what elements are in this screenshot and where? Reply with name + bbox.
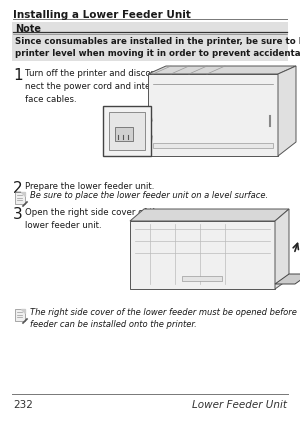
Text: 3: 3 [13, 207, 23, 222]
Polygon shape [275, 274, 300, 284]
FancyBboxPatch shape [12, 23, 288, 62]
Text: Note: Note [15, 24, 41, 34]
Text: Prepare the lower feeder unit.: Prepare the lower feeder unit. [25, 181, 154, 190]
FancyBboxPatch shape [103, 107, 151, 157]
Text: Since consumables are installed in the printer, be sure to keep the
printer leve: Since consumables are installed in the p… [15, 37, 300, 58]
FancyBboxPatch shape [109, 113, 145, 151]
FancyBboxPatch shape [115, 128, 133, 142]
Text: 2: 2 [13, 181, 22, 196]
Polygon shape [21, 193, 25, 196]
Text: The right side cover of the lower feeder must be opened before the
feeder can be: The right side cover of the lower feeder… [30, 307, 300, 329]
Text: Open the right side cover of the
lower feeder unit.: Open the right side cover of the lower f… [25, 207, 164, 229]
Text: Installing a Lower Feeder Unit: Installing a Lower Feeder Unit [13, 10, 191, 20]
FancyBboxPatch shape [15, 193, 25, 204]
Polygon shape [275, 210, 289, 289]
FancyBboxPatch shape [15, 309, 25, 321]
Polygon shape [278, 67, 296, 157]
Polygon shape [130, 210, 289, 222]
Text: 1: 1 [13, 68, 22, 83]
Polygon shape [21, 309, 25, 313]
FancyBboxPatch shape [182, 276, 222, 281]
Text: Be sure to place the lower feeder unit on a level surface.: Be sure to place the lower feeder unit o… [30, 190, 268, 199]
Polygon shape [130, 222, 275, 289]
Polygon shape [148, 75, 278, 157]
Text: Turn off the printer and discon-
nect the power cord and inter-
face cables.: Turn off the printer and discon- nect th… [25, 69, 159, 104]
Polygon shape [148, 67, 296, 75]
Text: 232: 232 [13, 399, 33, 409]
FancyBboxPatch shape [153, 144, 273, 149]
Text: Lower Feeder Unit: Lower Feeder Unit [192, 399, 287, 409]
